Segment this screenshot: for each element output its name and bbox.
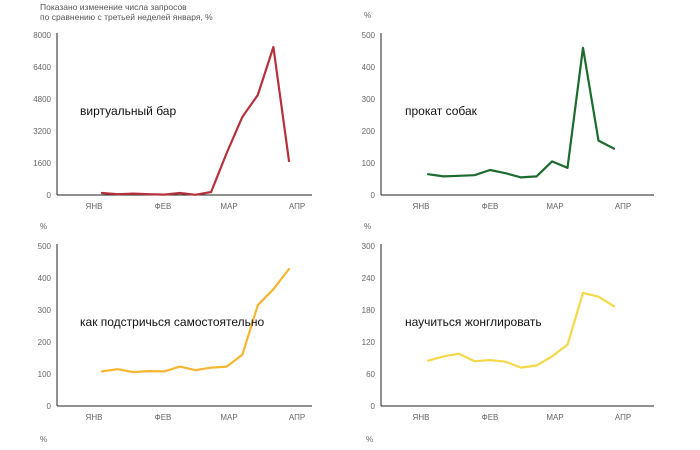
- chart-1-title: виртуальный бар: [80, 104, 176, 118]
- chart-note-line-2: по сравнению с третьей неделей января, %: [40, 12, 213, 22]
- chart-2-title: прокат собак: [405, 104, 478, 118]
- chart-2-x-tick-1: ФЕВ: [482, 202, 499, 211]
- chart-4-y-tick-5: 300: [362, 242, 376, 251]
- chart-4-y-tick-1: 60: [366, 370, 375, 379]
- chart-1-x-tick-1: ФЕВ: [155, 202, 172, 211]
- chart-3-x-tick-3: АПР: [289, 413, 305, 422]
- chart-4-y-tick-2: 120: [362, 338, 376, 347]
- chart-2-y-tick-2: 200: [362, 127, 376, 136]
- chart-2-x-tick-3: АПР: [615, 202, 631, 211]
- chart-3-unit-label: %: [40, 222, 47, 231]
- chart-3-y-tick-5: 500: [38, 242, 52, 251]
- chart-1-x-tick-0: ЯНВ: [86, 202, 103, 211]
- chart-1-y-tick-3: 4800: [33, 95, 51, 104]
- chart-4-x-tick-1: ФЕВ: [482, 413, 499, 422]
- chart-1-series-line: [100, 45, 291, 196]
- chart-1-y-tick-5: 8000: [33, 31, 51, 40]
- chart-2-unit-label: %: [364, 11, 371, 20]
- chart-2-series-line: [426, 46, 616, 179]
- chart-4-x-tick-3: АПР: [615, 413, 631, 422]
- chart-4-title: научиться жонглировать: [405, 315, 542, 329]
- chart-1-y-tick-0: 0: [47, 191, 52, 200]
- chart-2-y-tick-3: 300: [362, 95, 376, 104]
- chart-3-y-tick-4: 400: [38, 274, 52, 283]
- chart-3-y-tick-2: 200: [38, 338, 52, 347]
- chart-4-y-tick-3: 180: [362, 306, 376, 315]
- chart-4-y-tick-4: 240: [362, 274, 376, 283]
- chart-1-y-tick-4: 6400: [33, 63, 51, 72]
- chart-3-x-tick-2: МАР: [220, 413, 237, 422]
- chart-3-x-tick-1: ФЕВ: [155, 413, 172, 422]
- chart-note-line-1: Показано изменение числа запросов: [40, 2, 187, 12]
- bottom-unit-label-2: %: [366, 435, 373, 444]
- chart-note: Показано изменение числа запросов по сра…: [40, 2, 213, 22]
- chart-2-y-tick-0: 0: [371, 191, 376, 200]
- chart-3-title: как подстричься самостоятельно: [80, 315, 265, 329]
- chart-4-y-tick-0: 0: [371, 402, 376, 411]
- chart-3-y-tick-3: 300: [38, 306, 52, 315]
- chart-2-x-tick-0: ЯНВ: [413, 202, 430, 211]
- chart-1-x-tick-3: АПР: [289, 202, 305, 211]
- bottom-unit-label-1: %: [40, 435, 47, 444]
- chart-1-y-tick-2: 3200: [33, 127, 51, 136]
- chart-4-x-tick-0: ЯНВ: [413, 413, 430, 422]
- chart-4-x-tick-2: МАР: [546, 413, 563, 422]
- chart-2-y-tick-1: 100: [362, 159, 376, 168]
- chart-1-y-tick-1: 1600: [33, 159, 51, 168]
- chart-3-y-tick-1: 100: [38, 370, 52, 379]
- chart-2-y-tick-4: 400: [362, 63, 376, 72]
- chart-4-unit-label: %: [364, 222, 371, 231]
- chart-3-x-tick-0: ЯНВ: [86, 413, 103, 422]
- chart-4-series-line: [426, 291, 616, 369]
- chart-2-x-tick-2: МАР: [546, 202, 563, 211]
- chart-2-y-tick-5: 500: [362, 31, 376, 40]
- chart-3-series-line: [100, 267, 291, 374]
- chart-3-y-tick-0: 0: [47, 402, 52, 411]
- chart-1-x-tick-2: МАР: [220, 202, 237, 211]
